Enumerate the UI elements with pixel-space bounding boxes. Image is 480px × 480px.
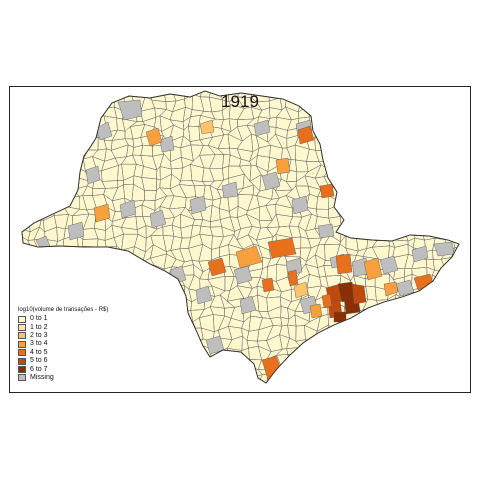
shaded-municipality <box>319 183 335 199</box>
shaded-municipality <box>297 125 315 145</box>
state-map <box>21 90 460 384</box>
shaded-municipality <box>351 283 367 305</box>
shaded-municipality <box>207 257 227 277</box>
legend-item-2-3: 2 to 3 <box>18 332 108 340</box>
missing-municipality <box>395 279 415 297</box>
missing-municipality <box>233 265 253 285</box>
shaded-municipality <box>335 253 353 275</box>
shaded-municipality <box>363 257 383 281</box>
legend-swatch <box>18 374 26 382</box>
legend-item-5-6: 5 to 6 <box>18 357 108 365</box>
legend-item-1-2: 1 to 2 <box>18 323 108 332</box>
missing-municipality <box>221 181 239 199</box>
shaded-municipality <box>261 277 275 293</box>
shaded-municipality <box>275 157 291 175</box>
legend-item-6-7: 6 to 7 <box>18 365 108 374</box>
map-title: 1919 <box>221 92 259 111</box>
legend-swatch <box>18 357 26 365</box>
missing-municipality <box>317 223 335 239</box>
legend-swatch <box>18 315 26 323</box>
missing-municipality <box>117 99 143 121</box>
legend-label: 1 to 2 <box>30 323 48 331</box>
legend-label: 0 to 1 <box>30 315 48 323</box>
shaded-municipality <box>93 203 111 223</box>
missing-municipality <box>195 285 213 305</box>
legend-label: 6 to 7 <box>30 365 48 373</box>
missing-municipality <box>239 295 257 315</box>
missing-municipality <box>67 221 85 241</box>
legend-swatch <box>18 324 26 332</box>
missing-municipality <box>379 255 399 275</box>
shaded-municipality <box>199 119 215 135</box>
legend-item-missing: Missing <box>18 374 108 382</box>
missing-municipality <box>85 165 101 185</box>
legend: log10(volume de transações - R$) 0 to 1 … <box>18 307 108 382</box>
missing-municipality <box>189 195 207 215</box>
legend-label: 4 to 5 <box>30 348 48 356</box>
shaded-municipality <box>267 237 297 259</box>
shaded-municipality <box>321 293 333 309</box>
legend-swatch <box>18 332 26 340</box>
legend-item-0-1: 0 to 1 <box>18 315 108 323</box>
missing-municipality <box>253 119 271 137</box>
shaded-municipality <box>235 245 263 269</box>
missing-municipality <box>149 209 167 229</box>
missing-municipality <box>159 135 175 153</box>
legend-swatch <box>18 366 26 374</box>
state-outline <box>21 90 460 384</box>
missing-municipality <box>261 171 281 191</box>
shaded-municipality <box>293 281 309 299</box>
shaded-municipality <box>145 127 163 147</box>
shaded-municipality <box>383 281 399 297</box>
legend-label: 3 to 4 <box>30 340 48 348</box>
missing-municipality <box>119 199 137 219</box>
legend-label: 5 to 6 <box>30 357 48 365</box>
shaded-municipality <box>309 303 323 319</box>
missing-municipality <box>95 121 113 141</box>
legend-item-4-5: 4 to 5 <box>18 349 108 357</box>
missing-municipality <box>411 245 429 263</box>
legend-swatch <box>18 349 26 357</box>
missing-municipality <box>291 195 309 215</box>
shaded-municipality <box>287 269 299 287</box>
legend-label: Missing <box>30 373 54 381</box>
legend-item-3-4: 3 to 4 <box>18 340 108 348</box>
legend-label: 2 to 3 <box>30 331 48 339</box>
legend-title: log10(volume de transações - R$) <box>18 307 109 313</box>
legend-swatch <box>18 340 26 348</box>
